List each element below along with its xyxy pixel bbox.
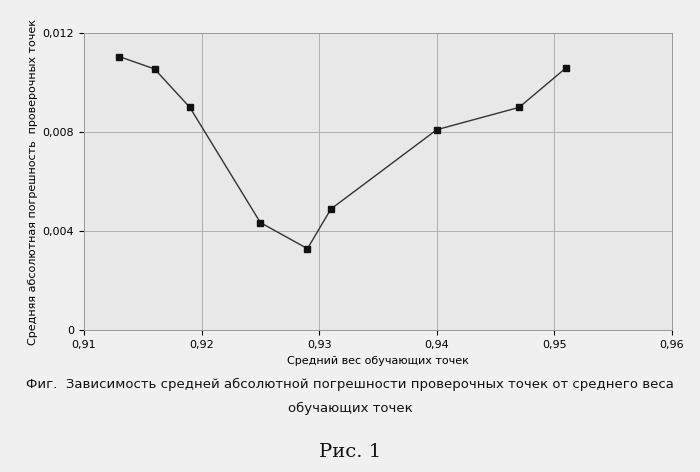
Text: обучающих точек: обучающих точек — [288, 402, 412, 415]
X-axis label: Средний вес обучающих точек: Средний вес обучающих точек — [287, 356, 469, 366]
Y-axis label: Средняя абсолютная погрешность  проверочных точек: Средняя абсолютная погрешность проверочн… — [29, 19, 38, 345]
Text: Рис. 1: Рис. 1 — [319, 443, 381, 461]
Text: Фиг.  Зависимость средней абсолютной погрешности проверочных точек от среднего в: Фиг. Зависимость средней абсолютной погр… — [26, 378, 674, 391]
